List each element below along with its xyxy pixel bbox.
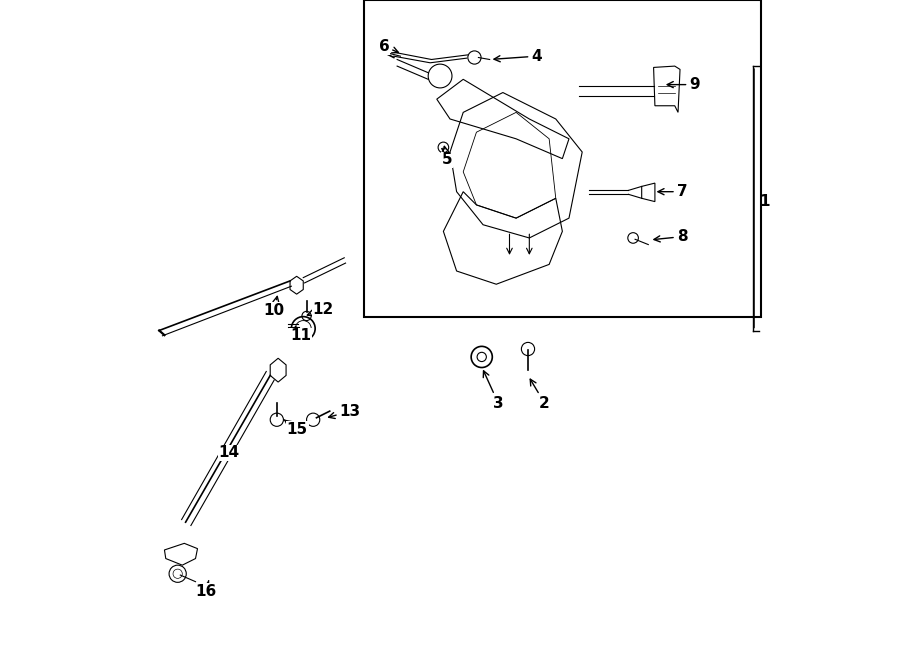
Text: 4: 4 [494, 49, 542, 63]
Bar [364, 0, 760, 317]
Text: 15: 15 [284, 420, 308, 437]
Text: 2: 2 [530, 379, 550, 410]
Text: 5: 5 [442, 146, 453, 167]
Text: 14: 14 [219, 446, 239, 460]
Text: 7: 7 [658, 184, 688, 199]
Text: 11: 11 [290, 327, 311, 343]
Text: 13: 13 [328, 404, 361, 418]
Text: 6: 6 [379, 39, 399, 54]
Text: 16: 16 [195, 580, 217, 599]
Text: 9: 9 [667, 77, 700, 92]
Text: 1: 1 [760, 194, 770, 209]
Text: 3: 3 [483, 371, 504, 410]
Text: 8: 8 [654, 229, 688, 244]
Text: 12: 12 [307, 302, 334, 317]
Text: 10: 10 [264, 296, 284, 318]
